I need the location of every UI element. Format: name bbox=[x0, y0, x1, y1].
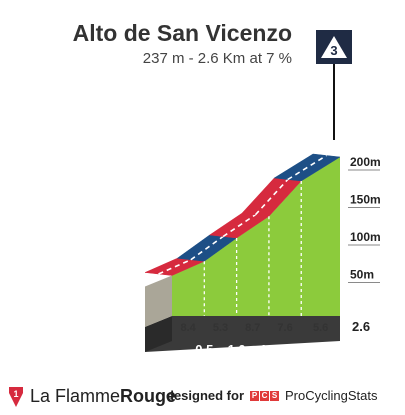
credit-label: designed for bbox=[166, 388, 245, 403]
pcs-logo-icon: P C S bbox=[250, 390, 280, 401]
category-marker: 3 bbox=[316, 30, 352, 140]
brand-suffix: Rouge bbox=[120, 386, 177, 406]
band-centerline-5 bbox=[287, 154, 327, 181]
pcs-letter-c: C bbox=[260, 390, 270, 401]
flamme-rouge-icon: 1 bbox=[9, 386, 23, 407]
category-badge-number: 3 bbox=[330, 43, 337, 58]
distance-tick-label-1: 0.5 bbox=[195, 342, 213, 357]
footer: 1 La FlammeRouge designed for P C S ProC… bbox=[0, 382, 405, 412]
band-centerline-3 bbox=[222, 214, 256, 238]
elevation-tick-label-3: 100m bbox=[350, 230, 381, 244]
band-centerline-1 bbox=[158, 259, 192, 275]
ground-layer bbox=[145, 157, 340, 352]
brand-logo: 1 La FlammeRouge bbox=[8, 386, 176, 407]
distance-tick-label-3: 1.5 bbox=[260, 342, 278, 357]
distance-base-strip bbox=[145, 316, 340, 352]
credit-name: ProCyclingStats bbox=[285, 388, 378, 403]
distance-tick-label-2: 1.0 bbox=[228, 342, 246, 357]
distance-tick-label-4: 2.0 bbox=[292, 342, 310, 357]
band-centerline-2 bbox=[190, 235, 224, 261]
svg-text:1: 1 bbox=[13, 389, 18, 399]
segment-gradient-label-1: 8.4 bbox=[181, 322, 197, 334]
credit: designed for P C S ProCyclingStats bbox=[166, 388, 378, 403]
category-triangle-icon bbox=[321, 36, 347, 58]
elevation-tick-label-1: 200m bbox=[350, 155, 381, 169]
elevation-tick-label-2: 150m bbox=[350, 193, 381, 207]
segment-gradient-label-5: 5.6 bbox=[313, 322, 328, 334]
profile-side-face bbox=[145, 275, 172, 327]
segment-gradient-label-4: 7.6 bbox=[277, 322, 292, 334]
distance-tick-label-5: 2.6 bbox=[352, 319, 370, 334]
pcs-letter-s: S bbox=[270, 390, 280, 401]
page-title: Alto de San Vicenzo bbox=[72, 20, 292, 46]
segment-dividers bbox=[203, 181, 302, 316]
segment-gradient-label-3: 8.7 bbox=[245, 322, 260, 334]
pcs-letter-p: P bbox=[250, 390, 260, 401]
gradient-bands bbox=[144, 153, 341, 276]
page-subtitle: 237 m - 2.6 Km at 7 % bbox=[142, 50, 292, 67]
elevation-tick-label-4: 50m bbox=[350, 268, 374, 282]
chart-labels: 200m 150m 100m 50m 8.4 5.3 8.7 7.6 5.6 0.5 1.0 1.5 2… bbox=[181, 155, 381, 357]
profile-area bbox=[172, 157, 340, 316]
brand-prefix: La Flamme bbox=[30, 386, 121, 406]
distance-base-side bbox=[145, 316, 172, 352]
band-centerline-4 bbox=[254, 178, 289, 216]
segment-gradient-label-2: 5.3 bbox=[213, 322, 228, 334]
climb-profile-chart: 200m 150m 100m 50m 8.4 5.3 8.7 7.6 5.6 0.5 1.0 1.5 2… bbox=[144, 30, 381, 357]
